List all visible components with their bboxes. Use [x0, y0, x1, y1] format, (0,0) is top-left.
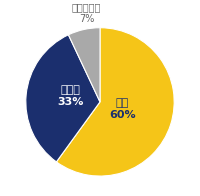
- Wedge shape: [26, 35, 100, 162]
- Text: わからない
7%: わからない 7%: [72, 2, 101, 24]
- Text: いいえ
33%: いいえ 33%: [57, 85, 84, 107]
- Wedge shape: [56, 28, 174, 176]
- Wedge shape: [68, 28, 100, 102]
- Text: はい
60%: はい 60%: [109, 99, 136, 120]
